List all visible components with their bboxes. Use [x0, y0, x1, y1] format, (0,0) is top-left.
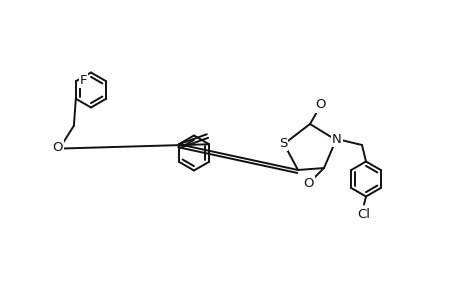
Text: O: O: [315, 98, 325, 111]
Text: F: F: [80, 74, 87, 87]
Text: S: S: [278, 136, 286, 149]
Text: Cl: Cl: [357, 208, 369, 221]
Text: N: N: [331, 133, 341, 146]
Text: O: O: [52, 141, 63, 154]
Text: O: O: [302, 177, 313, 190]
